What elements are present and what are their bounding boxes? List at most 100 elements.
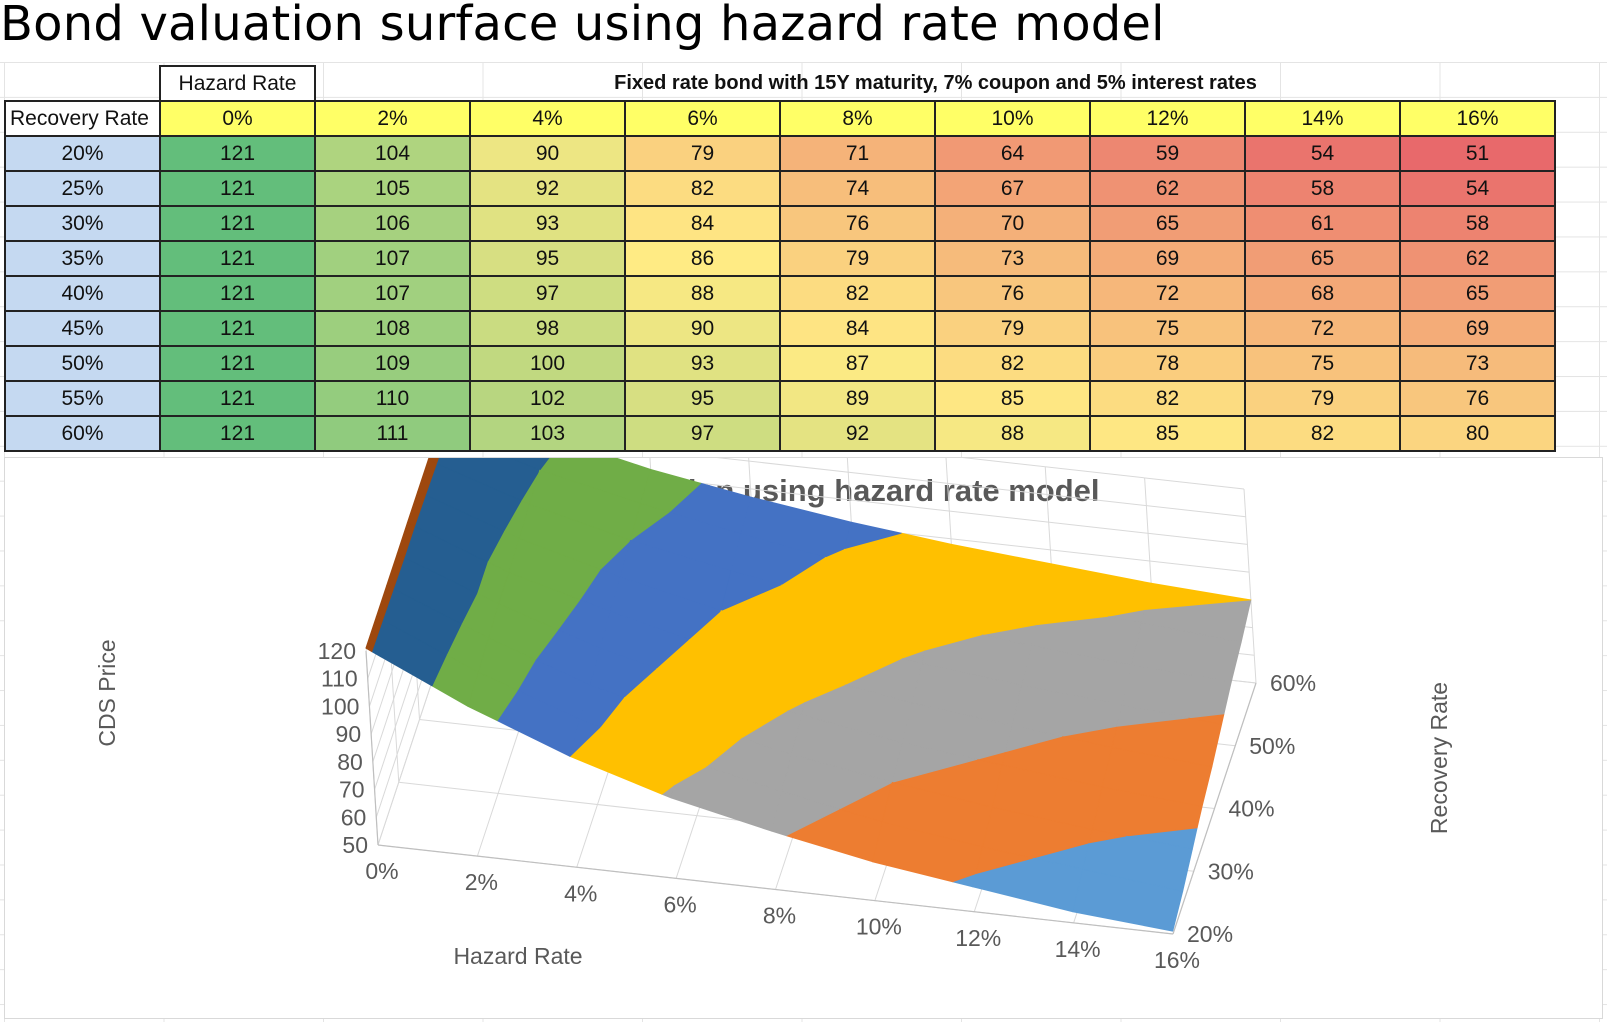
bond-description-header[interactable]: Fixed rate bond with 15Y maturity, 7% co…	[614, 71, 1257, 94]
value-cell[interactable]: 62	[1399, 240, 1556, 277]
value-cell[interactable]: 111	[314, 415, 471, 452]
recovery-rate-cell[interactable]: 45%	[4, 310, 161, 347]
value-cell[interactable]: 70	[934, 205, 1091, 242]
value-cell[interactable]: 85	[934, 380, 1091, 417]
value-cell[interactable]: 92	[779, 415, 936, 452]
recovery-rate-cell[interactable]: 25%	[4, 170, 161, 207]
value-cell[interactable]: 102	[469, 380, 626, 417]
value-cell[interactable]: 76	[934, 275, 1091, 312]
value-cell[interactable]: 54	[1399, 170, 1556, 207]
value-cell[interactable]: 80	[1399, 415, 1556, 452]
value-cell[interactable]: 72	[1244, 310, 1401, 347]
value-cell[interactable]: 65	[1399, 275, 1556, 312]
value-cell[interactable]: 82	[779, 275, 936, 312]
value-cell[interactable]: 108	[314, 310, 471, 347]
value-cell[interactable]: 93	[469, 205, 626, 242]
value-cell[interactable]: 110	[314, 380, 471, 417]
value-cell[interactable]: 76	[1399, 380, 1556, 417]
value-cell[interactable]: 98	[469, 310, 626, 347]
value-cell[interactable]: 75	[1089, 310, 1246, 347]
recovery-rate-cell[interactable]: 30%	[4, 205, 161, 242]
value-cell[interactable]: 71	[779, 135, 936, 172]
hazard-rate-cell[interactable]: 12%	[1089, 100, 1246, 137]
value-cell[interactable]: 72	[1089, 275, 1246, 312]
chart-area[interactable]: Bond valuation using hazard rate model 5…	[4, 457, 1603, 1019]
value-cell[interactable]: 61	[1244, 205, 1401, 242]
hazard-rate-cell[interactable]: 16%	[1399, 100, 1556, 137]
value-cell[interactable]: 90	[469, 135, 626, 172]
value-cell[interactable]: 121	[159, 240, 316, 277]
value-cell[interactable]: 88	[934, 415, 1091, 452]
value-cell[interactable]: 54	[1244, 135, 1401, 172]
value-cell[interactable]: 88	[624, 275, 781, 312]
value-cell[interactable]: 64	[934, 135, 1091, 172]
value-cell[interactable]: 68	[1244, 275, 1401, 312]
recovery-rate-header[interactable]: Recovery Rate	[4, 100, 161, 137]
value-cell[interactable]: 58	[1399, 205, 1556, 242]
value-cell[interactable]: 65	[1089, 205, 1246, 242]
recovery-rate-cell[interactable]: 20%	[4, 135, 161, 172]
value-cell[interactable]: 79	[1244, 380, 1401, 417]
recovery-rate-cell[interactable]: 55%	[4, 380, 161, 417]
value-cell[interactable]: 69	[1399, 310, 1556, 347]
value-cell[interactable]: 82	[934, 345, 1091, 382]
value-cell[interactable]: 121	[159, 345, 316, 382]
value-cell[interactable]: 82	[624, 170, 781, 207]
value-cell[interactable]: 87	[779, 345, 936, 382]
value-cell[interactable]: 82	[1244, 415, 1401, 452]
value-cell[interactable]: 78	[1089, 345, 1246, 382]
value-cell[interactable]: 92	[469, 170, 626, 207]
hazard-rate-cell[interactable]: 14%	[1244, 100, 1401, 137]
value-cell[interactable]: 121	[159, 380, 316, 417]
value-cell[interactable]: 109	[314, 345, 471, 382]
recovery-rate-cell[interactable]: 40%	[4, 275, 161, 312]
value-cell[interactable]: 73	[934, 240, 1091, 277]
value-cell[interactable]: 74	[779, 170, 936, 207]
value-cell[interactable]: 107	[314, 240, 471, 277]
value-cell[interactable]: 90	[624, 310, 781, 347]
value-cell[interactable]: 79	[779, 240, 936, 277]
value-cell[interactable]: 73	[1399, 345, 1556, 382]
value-cell[interactable]: 121	[159, 310, 316, 347]
value-cell[interactable]: 79	[624, 135, 781, 172]
value-cell[interactable]: 100	[469, 345, 626, 382]
value-cell[interactable]: 95	[624, 380, 781, 417]
hazard-rate-cell[interactable]: 6%	[624, 100, 781, 137]
value-cell[interactable]: 59	[1089, 135, 1246, 172]
value-cell[interactable]: 51	[1399, 135, 1556, 172]
value-cell[interactable]: 62	[1089, 170, 1246, 207]
value-cell[interactable]: 76	[779, 205, 936, 242]
value-cell[interactable]: 95	[469, 240, 626, 277]
value-cell[interactable]: 121	[159, 415, 316, 452]
value-cell[interactable]: 67	[934, 170, 1091, 207]
value-cell[interactable]: 82	[1089, 380, 1246, 417]
value-cell[interactable]: 121	[159, 205, 316, 242]
value-cell[interactable]: 75	[1244, 345, 1401, 382]
hazard-rate-cell[interactable]: 10%	[934, 100, 1091, 137]
value-cell[interactable]: 69	[1089, 240, 1246, 277]
value-cell[interactable]: 85	[1089, 415, 1246, 452]
recovery-rate-cell[interactable]: 35%	[4, 240, 161, 277]
value-cell[interactable]: 86	[624, 240, 781, 277]
value-cell[interactable]: 106	[314, 205, 471, 242]
hazard-rate-cell[interactable]: 0%	[159, 100, 316, 137]
value-cell[interactable]: 89	[779, 380, 936, 417]
value-cell[interactable]: 121	[159, 170, 316, 207]
value-cell[interactable]: 121	[159, 275, 316, 312]
value-cell[interactable]: 103	[469, 415, 626, 452]
value-cell[interactable]: 58	[1244, 170, 1401, 207]
value-cell[interactable]: 65	[1244, 240, 1401, 277]
value-cell[interactable]: 97	[469, 275, 626, 312]
value-cell[interactable]: 84	[624, 205, 781, 242]
value-cell[interactable]: 107	[314, 275, 471, 312]
hazard-rate-header[interactable]: Hazard Rate	[159, 65, 316, 102]
value-cell[interactable]: 104	[314, 135, 471, 172]
value-cell[interactable]: 97	[624, 415, 781, 452]
hazard-rate-cell[interactable]: 8%	[779, 100, 936, 137]
hazard-rate-cell[interactable]: 2%	[314, 100, 471, 137]
value-cell[interactable]: 93	[624, 345, 781, 382]
value-cell[interactable]: 121	[159, 135, 316, 172]
recovery-rate-cell[interactable]: 50%	[4, 345, 161, 382]
hazard-rate-cell[interactable]: 4%	[469, 100, 626, 137]
value-cell[interactable]: 84	[779, 310, 936, 347]
